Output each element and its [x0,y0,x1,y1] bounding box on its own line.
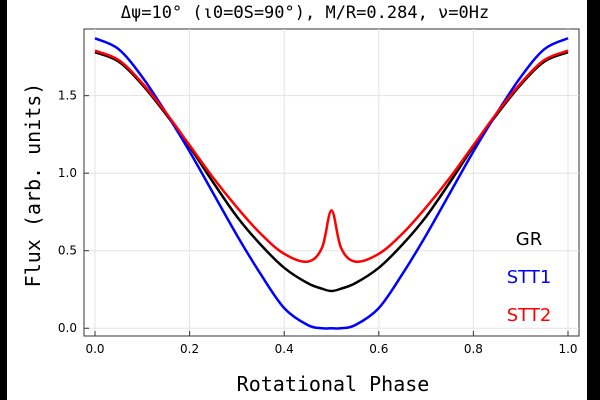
y-tick-label: 1.5 [58,89,77,103]
series-lines [94,37,569,330]
y-axis-label: Flux (arb. units) [21,83,45,288]
x-tick-label: 0.4 [275,342,294,356]
x-tick-label: 1.0 [558,342,577,356]
chart-title: Δψ=10° (ι0=ΘS=90°), M/R=0.284, ν=0Hz [121,3,489,23]
series-line-stt1 [94,37,569,330]
x-tick-label: 0.0 [85,342,104,356]
legend-entry-stt2: STT2 [507,305,552,326]
x-tick-label: 0.2 [180,342,199,356]
legend-entry-stt1: STT1 [507,267,552,288]
y-tick-label: 0.5 [58,244,77,258]
y-tick-label: 0.0 [58,321,77,335]
plot-frame [83,28,580,337]
x-axis-label: Rotational Phase [237,372,430,396]
legend: GR STT1 STT2 [507,229,552,326]
legend-entry-gr: GR [516,229,542,250]
y-tick-label: 1.0 [58,166,77,180]
x-axis-ticks: 0.0 0.2 0.4 0.6 0.8 1.0 [85,331,578,356]
grid-lines [84,29,579,336]
x-tick-label: 0.6 [369,342,388,356]
chart-background [7,0,587,400]
x-tick-label: 0.8 [464,342,483,356]
series-line-stt2 [94,49,569,263]
y-axis-ticks: 0.0 0.5 1.0 1.5 [58,89,89,335]
